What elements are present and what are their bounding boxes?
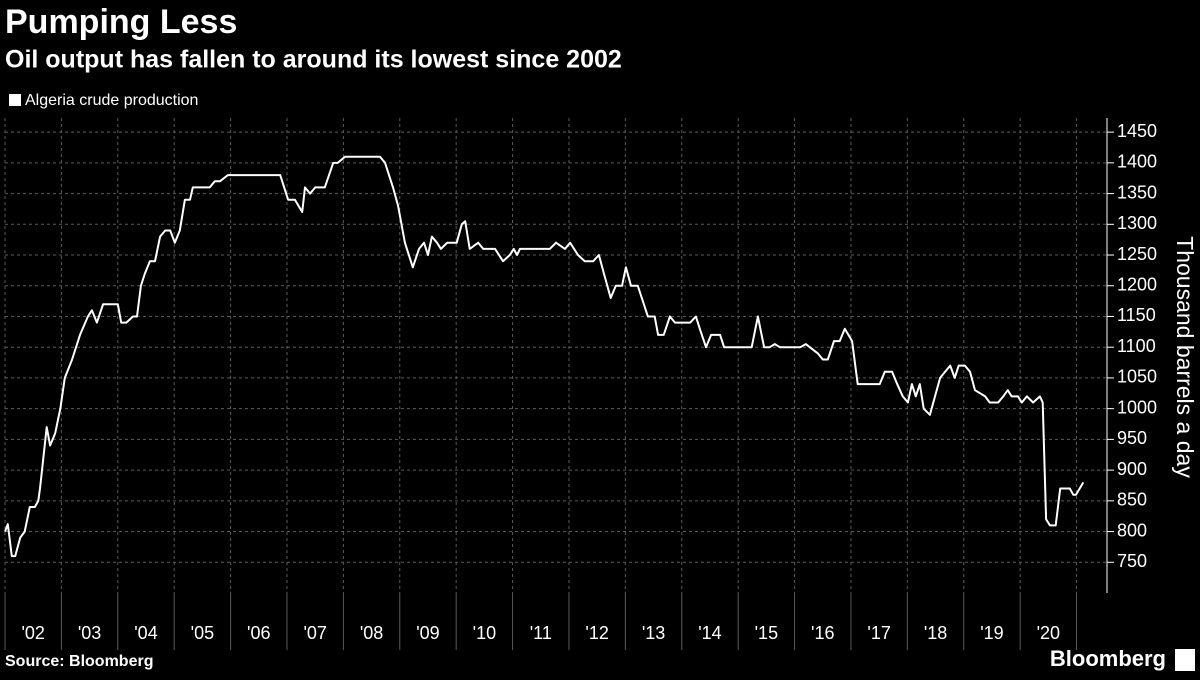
y-tick-label: 1200 <box>1117 275 1157 295</box>
x-tick-label: '19 <box>980 623 1003 643</box>
x-tick-label: '06 <box>247 623 270 643</box>
x-tick-label: '03 <box>78 623 101 643</box>
x-tick-label: '02 <box>21 623 44 643</box>
y-tick-label: 1150 <box>1117 305 1156 325</box>
x-tick-label: '08 <box>360 623 383 643</box>
x-tick-label: '09 <box>416 623 439 643</box>
legend-label: Algeria crude production <box>25 92 198 109</box>
x-tick-label: '17 <box>867 623 890 643</box>
x-tick-label: '11 <box>530 623 552 643</box>
y-tick-label: 850 <box>1117 490 1147 510</box>
y-tick-label: 800 <box>1117 520 1147 540</box>
x-tick-label: '10 <box>473 623 496 643</box>
x-tick-label: '05 <box>191 623 214 643</box>
x-tick-label: '13 <box>642 623 665 643</box>
x-tick-label: '18 <box>924 623 947 643</box>
legend-swatch <box>9 94 21 106</box>
y-tick-label: 1350 <box>1117 182 1157 202</box>
x-tick-label: '12 <box>585 623 608 643</box>
y-tick-label: 1450 <box>1117 121 1157 141</box>
y-tick-label: 900 <box>1117 459 1147 479</box>
chart-title: Pumping Less <box>5 3 237 41</box>
x-tick-label: '16 <box>811 623 834 643</box>
x-tick-label: '20 <box>1037 623 1060 643</box>
x-tick-label: '04 <box>134 623 157 643</box>
x-tick-label: '15 <box>755 623 778 643</box>
y-tick-label: 750 <box>1117 551 1147 571</box>
y-tick-label: 1400 <box>1117 152 1157 172</box>
y-tick-label: 950 <box>1117 428 1147 448</box>
y-axis-title: Thousand barrels a day <box>1172 236 1198 478</box>
x-tick-label: '14 <box>698 623 721 643</box>
x-tick-label: '07 <box>303 623 326 643</box>
data-line <box>4 155 1085 558</box>
y-tick-label: 1300 <box>1117 213 1157 233</box>
y-tick-label: 1000 <box>1117 397 1157 417</box>
y-tick-label: 1250 <box>1117 244 1157 264</box>
logo: Bloomberg <box>1050 646 1166 671</box>
chart-subtitle: Oil output has fallen to around its lowe… <box>5 46 622 74</box>
y-tick-label: 1100 <box>1117 336 1156 356</box>
y-tick-label: 1050 <box>1117 367 1157 387</box>
logo-icon <box>1175 649 1195 671</box>
source: Source: Bloomberg <box>5 653 153 670</box>
